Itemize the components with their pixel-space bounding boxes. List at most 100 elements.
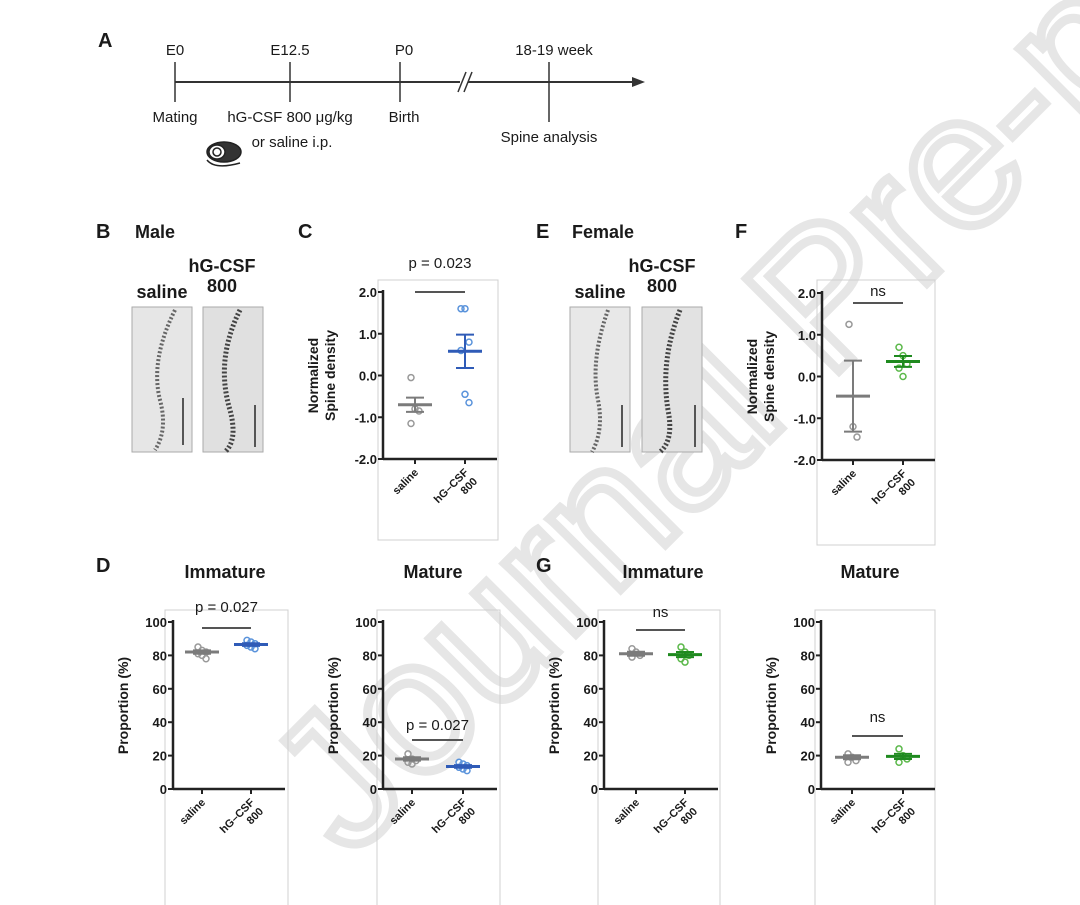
y-tick-label: 0 [370, 782, 377, 797]
male-hg-dose: 800 [207, 276, 237, 296]
female-title: Female [572, 222, 634, 242]
timeline-18-19-week: 18-19 week [515, 42, 593, 59]
x-tick-label: saline [612, 797, 643, 828]
chart-title: Mature [840, 562, 899, 582]
timeline-mating: Mating [152, 109, 197, 126]
y-axis-label: Normalized [305, 338, 321, 413]
panel-label-g: G [536, 555, 552, 577]
data-point [465, 398, 473, 407]
y-axis-label: Proportion (%) [763, 657, 779, 754]
data-point [202, 654, 210, 663]
y-tick-label: 1.0 [359, 327, 377, 342]
axis-break-icon [457, 71, 473, 93]
y-tick-label: 80 [801, 648, 815, 663]
data-point [407, 373, 415, 382]
timeline-injection: hG-CSF 800 μg/kg [227, 109, 352, 126]
data-point [407, 419, 415, 428]
data-point [895, 745, 903, 753]
timeline-spine-analysis: Spine analysis [501, 129, 598, 146]
plot-frame [597, 609, 721, 905]
plot-frame [376, 609, 501, 905]
plot-frame [164, 609, 289, 905]
data-point [895, 364, 903, 372]
y-tick-label: 0.0 [359, 369, 377, 384]
timeline-birth: Birth [389, 109, 420, 126]
y-tick-label: 100 [576, 615, 598, 630]
y-tick-label: 40 [363, 715, 377, 730]
y-tick-label: 80 [363, 648, 377, 663]
data-point [677, 643, 685, 651]
panel-label-c: C [298, 221, 312, 243]
panel-e-female: E Female saline hG-CSF 800 [536, 221, 703, 454]
chart-title: Immature [184, 562, 265, 582]
data-point [895, 343, 903, 352]
micrograph-male-saline [131, 306, 193, 453]
female-hg-dose: 800 [647, 276, 677, 296]
y-tick-label: -2.0 [355, 452, 377, 467]
significance-label: p = 0.027 [406, 717, 469, 734]
data-point [461, 390, 469, 399]
mouse-icon [206, 141, 242, 167]
y-tick-label: 0 [808, 782, 815, 797]
significance-label: ns [870, 283, 886, 300]
y-tick-label: 100 [355, 615, 377, 630]
y-tick-label: 0 [591, 782, 598, 797]
y-axis-label: Proportion (%) [325, 657, 341, 754]
micrograph-female-saline [569, 306, 631, 453]
y-tick-label: 0 [160, 782, 167, 797]
y-axis-label: Proportion (%) [546, 657, 562, 754]
significance-label: p = 0.027 [195, 599, 258, 616]
y-axis-label: Proportion (%) [115, 657, 131, 754]
panel-label-d: D [96, 555, 110, 577]
y-tick-label: 80 [153, 648, 167, 663]
y-axis-label: Spine density [761, 331, 777, 422]
x-tick-label: saline [828, 797, 859, 828]
panel-label-e: E [536, 221, 549, 243]
data-point [681, 658, 689, 666]
female-saline-label: saline [574, 282, 625, 302]
y-tick-label: 60 [584, 682, 598, 697]
y-tick-label: 60 [801, 682, 815, 697]
y-tick-label: 20 [584, 749, 598, 764]
y-axis-label: Spine density [322, 330, 338, 421]
panel-label-b: B [96, 221, 110, 243]
timeline: A E0 E12.5 P0 18-19 week Mating hG-CSF 8… [98, 30, 645, 167]
data-point [899, 372, 907, 381]
y-tick-label: 40 [801, 715, 815, 730]
y-tick-label: -2.0 [794, 453, 816, 468]
y-tick-label: -1.0 [355, 410, 377, 425]
y-tick-label: 40 [153, 715, 167, 730]
x-tick-label: saline [178, 797, 209, 828]
plot-frame [814, 609, 936, 905]
y-tick-label: 40 [584, 715, 598, 730]
chart-title: Immature [622, 562, 703, 582]
y-tick-label: 100 [145, 615, 167, 630]
significance-label: ns [870, 709, 886, 726]
timeline-e12-5: E12.5 [270, 42, 309, 59]
plot-frame [377, 279, 499, 541]
male-title: Male [135, 222, 175, 242]
y-tick-label: -1.0 [794, 411, 816, 426]
x-tick-label: saline [829, 468, 860, 499]
timeline-injection-alt: or saline i.p. [252, 134, 333, 151]
data-point [853, 433, 861, 441]
panel-label-a: A [98, 30, 112, 52]
arrow-head-icon [632, 77, 645, 87]
y-tick-label: 2.0 [359, 285, 377, 300]
significance-label: p = 0.023 [409, 255, 472, 272]
chart-title: Mature [403, 562, 462, 582]
y-tick-label: 60 [153, 682, 167, 697]
x-tick-label: saline [391, 467, 422, 498]
y-tick-label: 100 [793, 615, 815, 630]
y-tick-label: 1.0 [798, 328, 816, 343]
plot-frame [816, 279, 936, 546]
male-hg-label: hG-CSF [189, 256, 256, 276]
data-point [461, 304, 469, 313]
y-tick-label: 2.0 [798, 286, 816, 301]
data-point [457, 304, 465, 313]
y-tick-label: 20 [153, 749, 167, 764]
male-saline-label: saline [136, 282, 187, 302]
data-point [845, 320, 853, 329]
